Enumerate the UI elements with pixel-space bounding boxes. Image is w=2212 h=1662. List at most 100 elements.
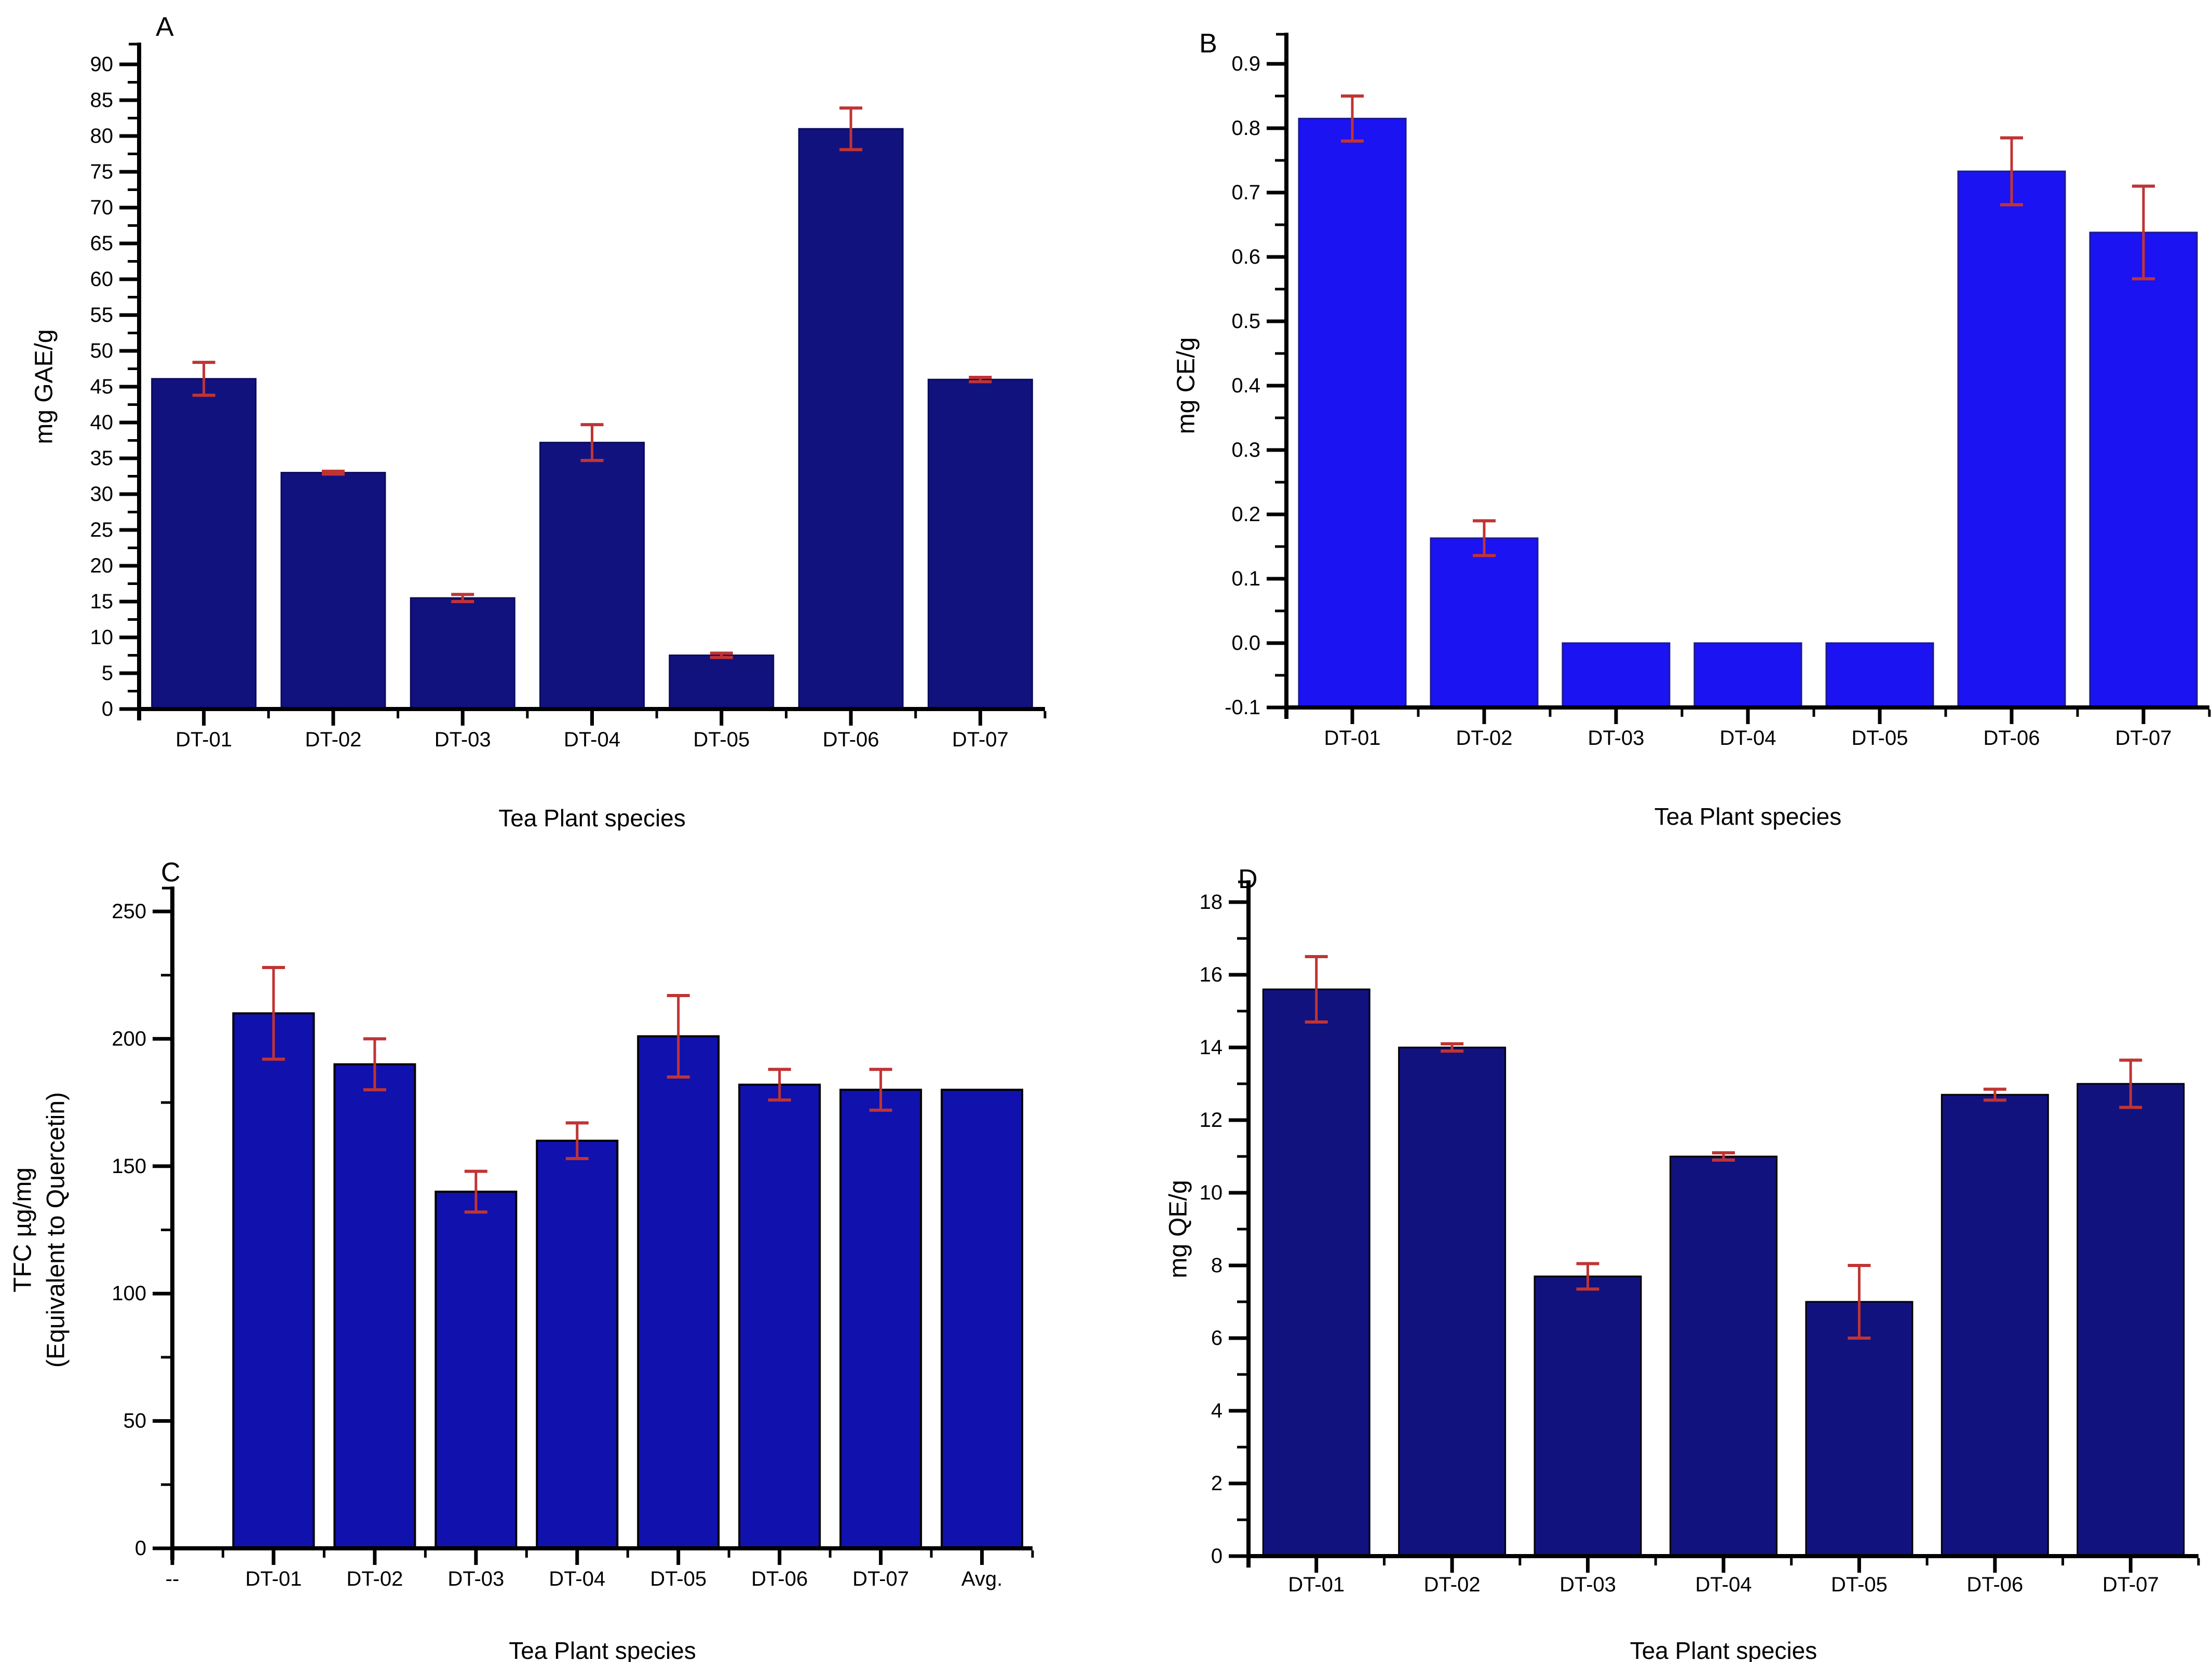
- panel-c-label: C: [161, 857, 181, 888]
- bar-DT-07: [839, 1088, 922, 1549]
- y-tick-label: 40: [90, 411, 114, 434]
- panel-b-label: B: [1199, 29, 1217, 59]
- y-tick-label: 30: [90, 483, 114, 506]
- x-category-label-DT-02: DT-02: [1456, 727, 1513, 750]
- y-tick-label: 0.8: [1231, 117, 1260, 140]
- error-bar-DT-01: [262, 965, 285, 1061]
- y-tick-label: 4: [1211, 1399, 1223, 1422]
- x-category-label-DT-05: DT-05: [1852, 727, 1908, 750]
- bar-DT-03: [435, 1190, 518, 1549]
- y-tick-label: 250: [112, 900, 146, 923]
- x-category-label-DT-05: DT-05: [693, 728, 750, 751]
- x-category-label-DT-04: DT-04: [549, 1568, 605, 1590]
- y-tick-label: 6: [1211, 1327, 1223, 1350]
- y-tick-label: 0: [135, 1537, 146, 1560]
- error-bar-DT-06: [2000, 136, 2023, 207]
- x-category-label-DT-01: DT-01: [1324, 727, 1381, 750]
- error-bar-DT-01: [1341, 94, 1364, 143]
- error-bar-DT-03: [464, 1169, 487, 1214]
- y-axis-title-line: mg GAE/g: [31, 329, 58, 444]
- x-category-label-DT-01: DT-01: [1288, 1573, 1345, 1596]
- error-bar-DT-05: [667, 993, 690, 1079]
- x-category-label-DT-06: DT-06: [823, 728, 879, 751]
- error-bar-DT-06: [768, 1068, 791, 1102]
- y-tick-label: 18: [1200, 891, 1223, 914]
- x-category-label-DT-03: DT-03: [1588, 727, 1645, 750]
- y-tick-label: 200: [112, 1027, 146, 1050]
- y-tick-label: 2: [1211, 1472, 1223, 1495]
- y-tick-label: 90: [90, 53, 114, 76]
- x-category-label-DT-04: DT-04: [1695, 1573, 1752, 1596]
- x-category-label-DT-03: DT-03: [435, 728, 491, 751]
- bar-DT-05: [669, 655, 775, 710]
- error-bar-DT-02: [321, 469, 345, 476]
- x-category-label-DT-02: DT-02: [346, 1568, 403, 1590]
- bar-DT-02: [1430, 537, 1539, 709]
- panel-d: 0 2 4 6 8 10 12 14 16 18 DT-01 DT-02 DT-03 DT-04 DT-05…: [1106, 830, 2212, 1662]
- bar-DT-04: [536, 1139, 619, 1549]
- bar-DT-05: [637, 1035, 720, 1549]
- y-tick-label: 100: [112, 1282, 146, 1305]
- error-bar-DT-05: [1848, 1264, 1871, 1340]
- y-tick-label: 16: [1200, 963, 1223, 986]
- panel-a: 0 5 10 15 20 25 30 35 40 45 50 55 60 65 70 75 80 85 90 DT-0…: [0, 0, 1106, 830]
- error-bar-DT-07: [2132, 184, 2155, 281]
- error-bar-DT-03: [1576, 1262, 1599, 1291]
- error-bar-DT-07: [2119, 1058, 2142, 1109]
- bar-DT-04: [1670, 1155, 1777, 1557]
- bar-DT-06: [798, 128, 904, 710]
- x-category-label-DT-06: DT-06: [1966, 1573, 2023, 1596]
- y-tick-label: 0.4: [1231, 374, 1260, 397]
- x-category-label-DT-07: DT-07: [852, 1568, 909, 1590]
- bar-DT-06: [1940, 1094, 2049, 1557]
- x-category-label-DT-06: DT-06: [751, 1568, 808, 1590]
- panel-d-label: D: [1238, 864, 1258, 894]
- bar-DT-03: [1534, 1275, 1642, 1557]
- error-bar-DT-07: [969, 376, 992, 384]
- bar-DT-01: [1298, 117, 1407, 709]
- y-tick-label: 0: [1211, 1545, 1223, 1568]
- y-axis-title-line: TFC µg/mg: [9, 1167, 37, 1292]
- bar-DT-05: [1805, 1301, 1914, 1557]
- y-tick-label: 0.5: [1231, 310, 1260, 333]
- y-tick-label: 0.9: [1231, 52, 1260, 75]
- error-bar-DT-02: [363, 1037, 386, 1092]
- x-axis-title: Tea Plant species: [509, 1637, 696, 1662]
- y-tick-label: 0.0: [1231, 632, 1260, 655]
- x-category-label-DT-03: DT-03: [447, 1568, 504, 1590]
- y-tick-label: -0.1: [1225, 696, 1260, 719]
- bar-DT-03: [410, 597, 515, 710]
- panel-b: -0.1 0.0 0.1 0.2 0.3 0.4 0.5 0.6 0.7 0.8 0.9 DT-01 D…: [1106, 0, 2212, 830]
- bar-DT-05: [1825, 642, 1934, 709]
- y-axis-title-line: mg CE/g: [1173, 337, 1200, 434]
- y-tick-label: 0.2: [1231, 503, 1260, 526]
- bar-DT-01: [1262, 988, 1370, 1557]
- x-category-label-DT-02: DT-02: [1424, 1573, 1481, 1596]
- axes: 0 2 4 6 8 10 12 14 16 18: [1200, 880, 2200, 1573]
- y-tick-label: 0: [102, 698, 113, 720]
- y-tick-label: 12: [1200, 1109, 1223, 1132]
- bar-DT-07: [2077, 1083, 2185, 1557]
- y-tick-label: 50: [90, 339, 114, 362]
- chart-c-flavonoid-bar-chart: 0 50 100 150 200 250 -- DT-01 DT-02 DT-03 DT-04 DT-…: [9, 887, 1034, 1662]
- bar-DT-04: [1693, 642, 1802, 709]
- bar-Avg.: [941, 1088, 1024, 1549]
- y-axis-title-line: (Equivalent to Quercetin): [43, 1092, 70, 1368]
- axes: -0.1 0.0 0.1 0.2 0.3 0.4 0.5 0.6 0.7 0.8 0.9: [1225, 33, 2211, 724]
- y-tick-label: 75: [90, 160, 114, 183]
- bar-DT-06: [738, 1083, 821, 1549]
- y-tick-label: 55: [90, 304, 114, 326]
- y-tick-label: 8: [1211, 1254, 1223, 1277]
- error-bar-DT-05: [710, 651, 733, 659]
- y-tick-label: 5: [102, 662, 113, 685]
- y-tick-label: 85: [90, 89, 114, 112]
- y-tick-label: 150: [112, 1155, 146, 1178]
- y-tick-label: 0.3: [1231, 439, 1260, 461]
- x-category-label-DT-07: DT-07: [952, 728, 1009, 751]
- chart-d-quercetin-bar-chart: 0 2 4 6 8 10 12 14 16 18 DT-01 DT-02 DT-03 DT-04 DT-05…: [1165, 880, 2200, 1662]
- y-tick-label: 60: [90, 268, 114, 291]
- y-tick-label: 15: [90, 590, 114, 613]
- error-bar-DT-06: [1983, 1087, 2006, 1102]
- bar-DT-06: [1957, 170, 2066, 709]
